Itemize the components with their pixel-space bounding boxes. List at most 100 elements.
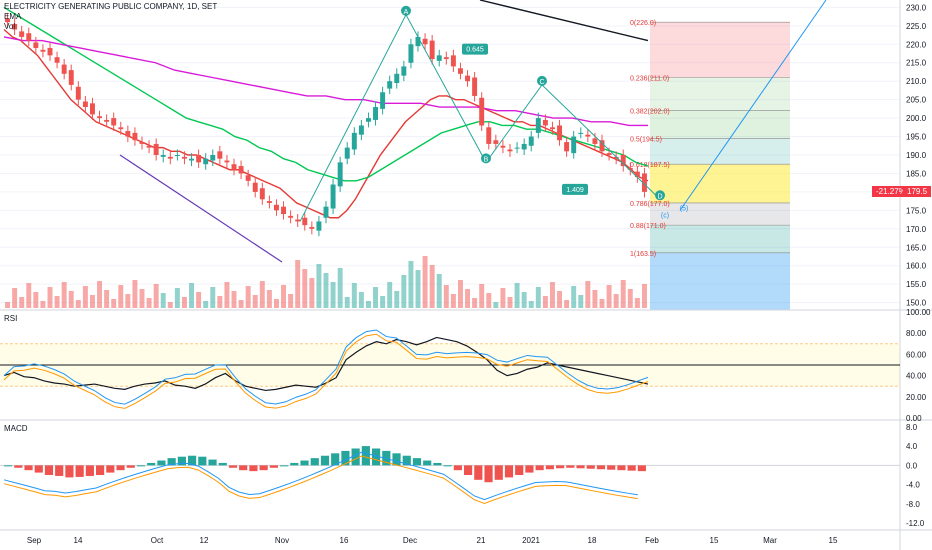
macd-histogram-bar xyxy=(556,465,565,469)
candle-body xyxy=(599,140,605,152)
candle-body xyxy=(61,64,67,74)
candle-body xyxy=(196,155,202,163)
volume-bar xyxy=(394,291,400,308)
candle-body xyxy=(68,70,74,85)
time-tick-label: Oct xyxy=(151,536,164,545)
volume-bar xyxy=(528,301,534,308)
macd-histogram-bar xyxy=(310,458,319,466)
macd-histogram-bar xyxy=(545,465,554,470)
volume-bar xyxy=(217,296,223,308)
time-tick-label: 14 xyxy=(74,536,83,545)
volume-bar xyxy=(75,300,81,308)
volume-bar xyxy=(111,299,117,308)
volume-bar xyxy=(259,281,265,308)
macd-histogram-bar xyxy=(239,465,248,471)
candle-body xyxy=(12,23,18,30)
candle-body xyxy=(26,33,32,41)
candle-body xyxy=(450,55,456,67)
time-tick-label: 21 xyxy=(477,536,486,545)
candle-body xyxy=(507,149,513,152)
macd-histogram-bar xyxy=(280,465,289,467)
rsi-axis: 100.00 80.00 60.00 40.00 20.00 0.00 xyxy=(906,308,931,423)
candle-body xyxy=(422,38,428,45)
macd-histogram-bar xyxy=(198,456,207,466)
volume-bar xyxy=(89,295,95,308)
fib-level-label: 0.786(177.0) xyxy=(630,201,670,208)
volume-bar xyxy=(613,294,619,308)
wave-circle-label: (5) xyxy=(680,205,689,212)
macd-histogram-bar xyxy=(259,465,268,471)
ema-legend[interactable]: EMA xyxy=(4,12,22,21)
volume-bar xyxy=(486,293,492,308)
volume-bar xyxy=(557,291,563,308)
candle-body xyxy=(479,97,485,126)
volume-bar xyxy=(153,284,159,308)
volume-legend[interactable]: Vol xyxy=(4,22,16,31)
volume-bar xyxy=(542,296,548,308)
fib-level-label: 0(226.0) xyxy=(630,20,656,27)
rsi-tick-label: 60.00 xyxy=(906,350,927,359)
macd-histogram-bar xyxy=(228,465,238,468)
candle-body xyxy=(641,173,647,192)
candle-body xyxy=(281,206,287,215)
fib-zone xyxy=(650,22,790,78)
volume-bar xyxy=(493,302,499,308)
price-tick-label: 210.0 xyxy=(906,77,927,86)
harmonic-pattern[interactable]: A B C D 0.645 1.409 (c) (5) xyxy=(299,0,827,222)
candle-body xyxy=(415,36,421,47)
candle-body xyxy=(203,158,209,165)
candle-body xyxy=(82,101,88,108)
macd-histogram-bar xyxy=(596,465,606,470)
volume-bar xyxy=(104,290,110,308)
candle-body xyxy=(549,127,555,130)
candle-body xyxy=(613,156,619,159)
macd-histogram-bar xyxy=(65,465,74,478)
price-tick-label: 215.0 xyxy=(906,59,927,68)
macd-histogram-bar xyxy=(75,465,84,477)
candle-body xyxy=(210,155,216,161)
candle-body xyxy=(47,47,53,56)
macd-histogram-bar xyxy=(586,465,595,469)
volume-bar xyxy=(210,287,216,308)
candle-body xyxy=(443,57,449,60)
volume-bar xyxy=(288,294,294,308)
macd-histogram-bar xyxy=(361,446,370,466)
candle-body xyxy=(238,166,244,174)
macd-histogram-bar xyxy=(504,465,514,478)
macd-tick-label: 8.0 xyxy=(906,423,918,432)
volume-bar xyxy=(337,268,343,308)
volume-bar xyxy=(500,288,506,308)
fib-zone xyxy=(650,225,790,253)
macd-legend[interactable]: MACD xyxy=(4,424,28,433)
volume-bar xyxy=(514,283,520,308)
macd-histogram-bar xyxy=(55,465,64,476)
volume-bar xyxy=(549,282,555,308)
volume-bar xyxy=(273,299,279,308)
candle-body xyxy=(436,55,442,61)
candle-body xyxy=(40,49,46,52)
fib-level-label: 0.5(194.5) xyxy=(630,136,662,143)
volume-bar xyxy=(585,281,591,308)
volume-bar xyxy=(125,294,131,308)
price-tick-label: 195.0 xyxy=(906,133,927,142)
candle-body xyxy=(316,221,322,231)
rsi-legend[interactable]: RSI xyxy=(4,314,18,323)
candle-body xyxy=(472,77,478,96)
macd-histogram-bar xyxy=(392,453,401,466)
volume-bar xyxy=(167,302,173,308)
volume-bar xyxy=(436,274,442,308)
candle-body xyxy=(266,201,272,203)
price-candles xyxy=(5,12,647,237)
candle-body xyxy=(627,167,633,170)
volume-bar xyxy=(5,302,11,308)
fib-level-label: 0.382(202.0) xyxy=(630,109,670,116)
macd-histogram-bar xyxy=(167,458,176,466)
fib-zone xyxy=(650,77,790,111)
rsi-tick-label: 80.00 xyxy=(906,329,927,338)
candle-body xyxy=(542,119,548,126)
volume-bar xyxy=(33,292,39,308)
candle-body xyxy=(245,175,251,181)
pattern-ratio-box xyxy=(462,43,488,55)
fib-zone xyxy=(650,202,790,226)
